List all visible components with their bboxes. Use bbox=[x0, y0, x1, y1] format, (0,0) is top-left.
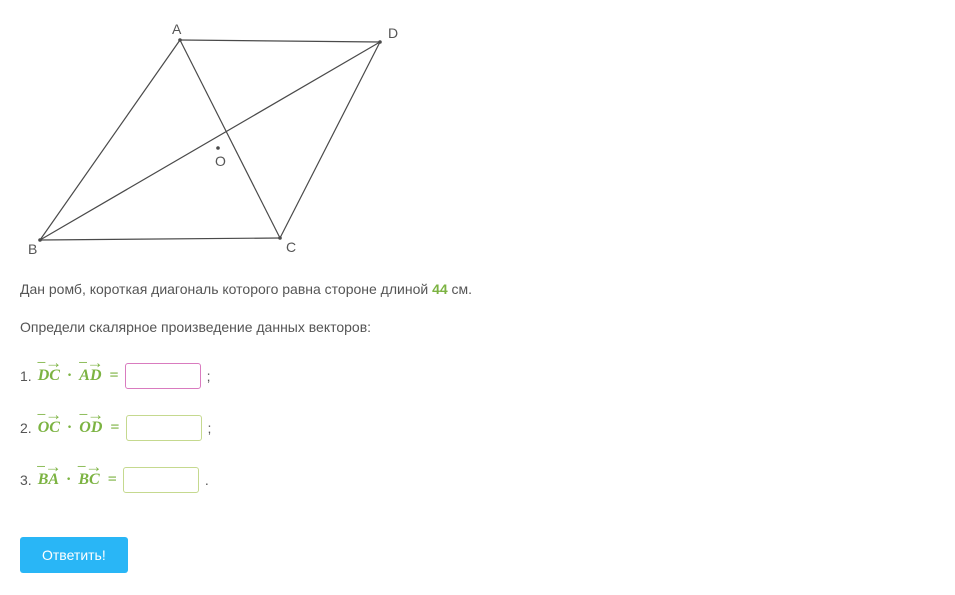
vector: −→BC bbox=[76, 471, 101, 489]
dot-operator: · bbox=[66, 471, 71, 489]
svg-text:B: B bbox=[28, 241, 37, 255]
equals-sign: = bbox=[110, 367, 119, 385]
equals-sign: = bbox=[108, 471, 117, 489]
problem-statement: Дан ромб, короткая диагональ которого ра… bbox=[20, 278, 935, 300]
answer-input[interactable] bbox=[125, 363, 201, 389]
vector: −→BA bbox=[36, 471, 61, 489]
rhombus-diagram: A D B C O bbox=[20, 20, 935, 258]
vector: −→OD bbox=[77, 419, 104, 437]
question-number: 1. bbox=[20, 368, 32, 384]
question-number: 2. bbox=[20, 420, 32, 436]
terminator: ; bbox=[208, 420, 212, 436]
dot-operator: · bbox=[67, 367, 72, 385]
problem-instruction: Определи скалярное произведение данных в… bbox=[20, 316, 935, 338]
vector-arrow-icon: −→ bbox=[36, 354, 62, 371]
vector-expression: −→DC · −→AD = bbox=[36, 367, 125, 385]
submit-button[interactable]: Ответить! bbox=[20, 537, 128, 573]
svg-text:D: D bbox=[388, 25, 398, 41]
question-number: 3. bbox=[20, 472, 32, 488]
vector-expression: −→OC · −→OD = bbox=[36, 419, 126, 437]
vector-expression: −→BA · −→BC = bbox=[36, 471, 123, 489]
question-row: 2.−→OC · −→OD =; bbox=[20, 413, 935, 443]
vector: −→OC bbox=[36, 419, 62, 437]
equals-sign: = bbox=[110, 419, 119, 437]
svg-text:C: C bbox=[286, 239, 296, 255]
answer-input[interactable] bbox=[123, 467, 199, 493]
given-value: 44 bbox=[432, 281, 448, 297]
problem-line1-before: Дан ромб, короткая диагональ которого ра… bbox=[20, 281, 432, 297]
terminator: . bbox=[205, 472, 209, 488]
problem-line1-after: см. bbox=[448, 281, 472, 297]
vector-arrow-icon: −→ bbox=[36, 458, 61, 475]
vector-arrow-icon: −→ bbox=[76, 458, 101, 475]
dot-operator: · bbox=[67, 419, 72, 437]
svg-text:A: A bbox=[172, 21, 182, 37]
vector: −→AD bbox=[77, 367, 103, 385]
vector: −→DC bbox=[36, 367, 62, 385]
questions-list: 1.−→DC · −→AD =; 2.−→OC · −→OD =; 3.−→BA · −→BC =. bbox=[20, 361, 935, 495]
answer-input[interactable] bbox=[126, 415, 202, 441]
vector-arrow-icon: −→ bbox=[36, 406, 62, 423]
question-row: 3.−→BA · −→BC =. bbox=[20, 465, 935, 495]
svg-text:O: O bbox=[215, 153, 226, 169]
diagram-svg: A D B C O bbox=[20, 20, 400, 255]
vector-arrow-icon: −→ bbox=[77, 354, 103, 371]
question-row: 1.−→DC · −→AD =; bbox=[20, 361, 935, 391]
terminator: ; bbox=[207, 368, 211, 384]
vector-arrow-icon: −→ bbox=[77, 406, 104, 423]
